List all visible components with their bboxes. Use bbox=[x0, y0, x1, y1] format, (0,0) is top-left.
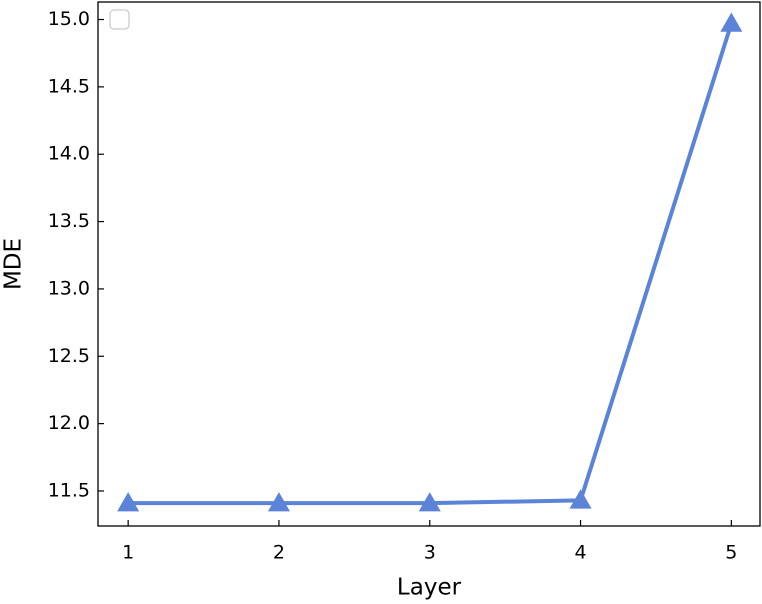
x-tick-label: 1 bbox=[122, 542, 134, 564]
y-tick-label: 15.0 bbox=[48, 8, 90, 30]
legend-box bbox=[109, 9, 130, 30]
marker bbox=[117, 492, 140, 512]
y-axis-label: MDE bbox=[1, 238, 27, 290]
y-tick-label: 13.0 bbox=[48, 277, 90, 299]
y-tick-label: 11.5 bbox=[48, 479, 90, 501]
x-tick-label: 3 bbox=[424, 542, 436, 564]
x-tick-label: 4 bbox=[575, 542, 587, 564]
y-tick-label: 13.5 bbox=[48, 210, 90, 232]
x-axis-label: Layer bbox=[397, 575, 462, 601]
x-tick-label: 5 bbox=[725, 542, 737, 564]
y-tick-label: 14.0 bbox=[48, 143, 90, 165]
y-tick-label: 14.5 bbox=[48, 75, 90, 97]
marker bbox=[418, 492, 441, 512]
line bbox=[128, 22, 734, 506]
marker bbox=[267, 492, 290, 512]
marker bbox=[569, 489, 592, 509]
y-tick-label: 12.5 bbox=[48, 345, 90, 367]
x-tick-label: 2 bbox=[273, 542, 285, 564]
y-tick-label: 12.0 bbox=[48, 412, 90, 434]
plot-frame bbox=[97, 1, 761, 527]
marker bbox=[720, 12, 743, 32]
